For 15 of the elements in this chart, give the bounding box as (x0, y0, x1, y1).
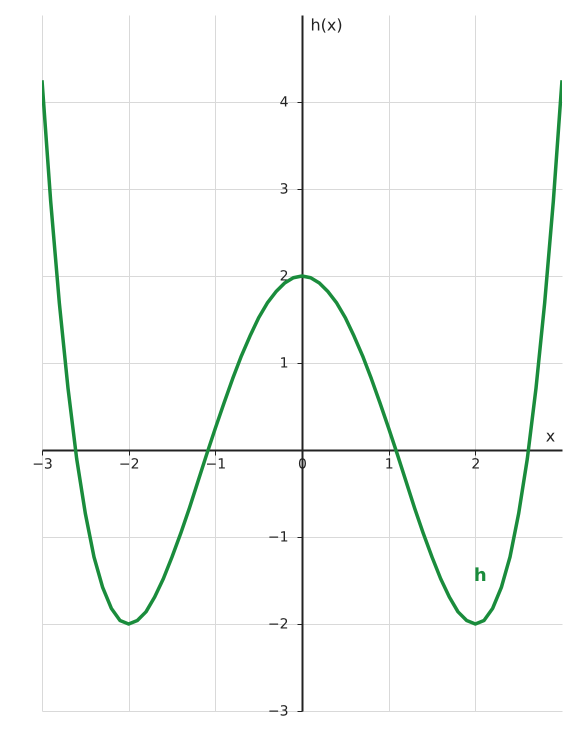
x-tick-label: 1 (384, 456, 394, 472)
y-tick-label: 2 (280, 268, 288, 284)
y-tick-label: −2 (268, 616, 288, 632)
series-label: h (474, 565, 487, 586)
y-tick-label: 1 (280, 356, 288, 372)
x-tick-label: 2 (471, 456, 480, 472)
y-tick-label: 3 (280, 182, 288, 198)
y-axis-title: h(x) (310, 16, 343, 34)
y-tick-label: −3 (268, 704, 288, 720)
x-tick-label: −2 (118, 456, 140, 472)
x-tick-label: −1 (206, 456, 226, 472)
y-tick-label: 4 (280, 94, 289, 110)
x-axis-title: x (546, 426, 556, 446)
x-tick-label: −3 (32, 456, 53, 472)
y-tick-label: −1 (268, 530, 288, 546)
